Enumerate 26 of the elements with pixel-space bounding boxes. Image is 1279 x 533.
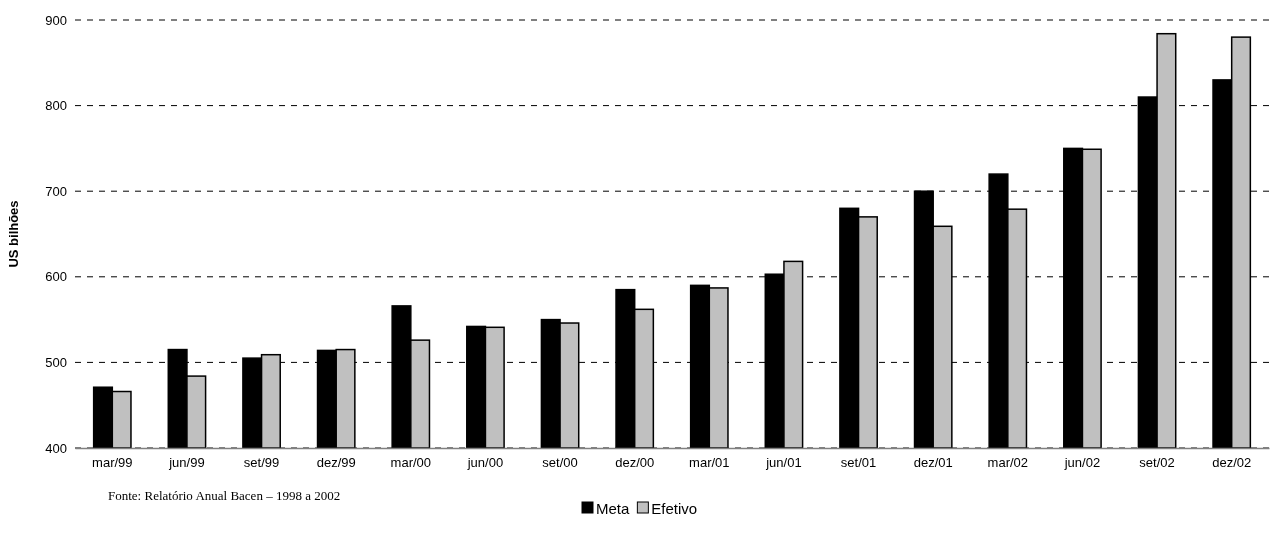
x-tick-label: mar/99 [92,455,133,471]
x-tick-label: jun/01 [765,455,802,471]
y-tick-label: 800 [45,98,67,114]
y-tick-label: 700 [45,183,67,199]
x-tick-label: set/00 [542,455,578,471]
x-tick-label: dez/00 [615,455,655,471]
x-tick-label: mar/02 [987,455,1029,471]
y-tick-label: 400 [45,440,67,456]
x-tick-label: jun/02 [1063,455,1101,471]
x-tick-label: mar/01 [689,455,730,471]
y-tick-label: 600 [45,269,67,285]
y-axis-title: US bilhões [6,200,21,268]
x-tick-label: jun/00 [466,455,504,471]
y-tick-label: 500 [45,355,67,371]
y-tick-label: 900 [45,12,67,28]
legend-label: Efetivo [651,500,698,517]
x-tick-label: set/99 [243,455,280,471]
x-tick-label: set/02 [1139,455,1175,471]
source-note: Fonte: Relatório Anual Bacen – 1998 a 2002 [108,488,341,503]
x-tick-label: jun/99 [168,455,205,471]
x-tick-label: dez/01 [913,455,953,471]
x-tick-label: set/01 [840,455,877,471]
x-tick-label: dez/02 [1212,455,1252,471]
legend-label: Meta [596,500,630,517]
x-tick-label: dez/99 [316,455,356,471]
x-tick-label: mar/00 [390,455,432,471]
